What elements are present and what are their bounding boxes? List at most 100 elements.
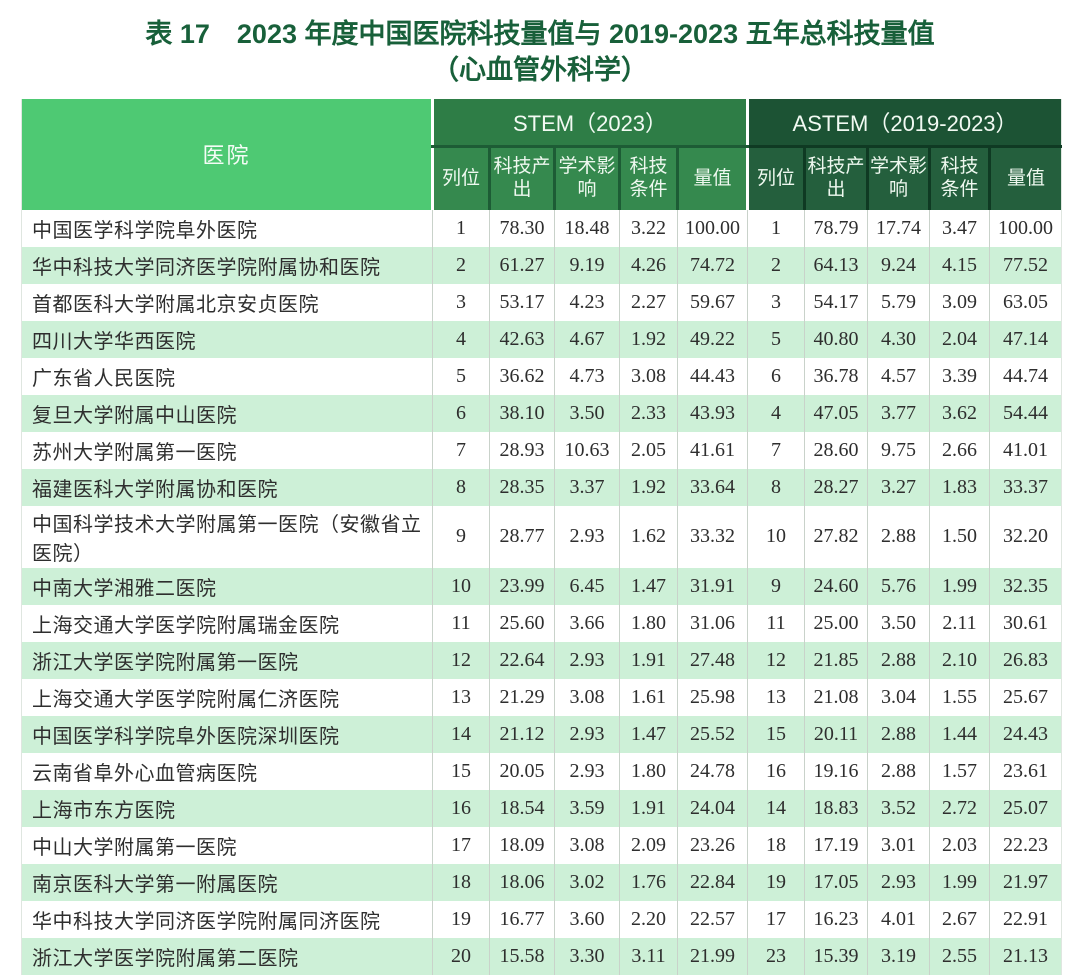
value-cell: 15 <box>747 715 805 753</box>
value-cell: 2 <box>432 246 490 284</box>
value-cell: 25.60 <box>489 604 555 642</box>
value-cell: 1.83 <box>929 468 990 506</box>
value-cell: 25.07 <box>989 789 1062 827</box>
value-cell: 19.16 <box>804 752 868 790</box>
value-cell: 18.48 <box>554 209 620 247</box>
value-cell: 2.88 <box>867 715 930 753</box>
value-cell: 3.04 <box>867 678 930 716</box>
value-cell: 1.57 <box>929 752 990 790</box>
value-cell: 18.06 <box>489 863 555 901</box>
value-cell: 38.10 <box>489 394 555 432</box>
value-cell: 17.19 <box>804 826 868 864</box>
value-cell: 33.37 <box>989 468 1062 506</box>
value-cell: 23.26 <box>676 826 748 864</box>
value-cell: 24.60 <box>804 567 868 605</box>
value-cell: 28.60 <box>804 431 868 469</box>
value-cell: 3 <box>747 283 805 321</box>
value-cell: 3.77 <box>867 394 930 432</box>
value-cell: 3.19 <box>867 937 930 975</box>
value-cell: 100.00 <box>676 209 748 247</box>
hospital-name-cell: 中山大学附属第一医院 <box>32 836 237 859</box>
value-cell: 19 <box>432 900 490 938</box>
value-cell: 24.43 <box>989 715 1062 753</box>
hospital-name-cell: 华中科技大学同济医学院附属协和医院 <box>32 256 381 279</box>
value-cell: 2.27 <box>619 283 678 321</box>
value-cell: 4.67 <box>554 320 620 358</box>
value-cell: 1.91 <box>619 641 678 679</box>
value-cell: 4.73 <box>554 357 620 395</box>
hospital-name-cell: 浙江大学医学院附属第一医院 <box>32 651 299 674</box>
value-cell: 27.82 <box>804 505 868 568</box>
value-cell: 13 <box>747 678 805 716</box>
value-cell: 1.92 <box>619 320 678 358</box>
value-cell: 9 <box>432 505 490 568</box>
value-cell: 3.27 <box>867 468 930 506</box>
value-cell: 1.99 <box>929 567 990 605</box>
value-cell: 3.66 <box>554 604 620 642</box>
value-cell: 2.11 <box>929 604 990 642</box>
value-cell: 8 <box>747 468 805 506</box>
value-cell: 6 <box>432 394 490 432</box>
value-cell: 2.67 <box>929 900 990 938</box>
stem-influence-header: 学术影响 <box>553 146 620 210</box>
value-cell: 20.05 <box>489 752 555 790</box>
value-cell: 13 <box>432 678 490 716</box>
stem-condition-header: 科技条件 <box>618 146 678 210</box>
value-cell: 4 <box>747 394 805 432</box>
value-cell: 41.01 <box>989 431 1062 469</box>
value-cell: 5 <box>432 357 490 395</box>
value-cell: 2.93 <box>867 863 930 901</box>
value-cell: 21.97 <box>989 863 1062 901</box>
value-cell: 14 <box>432 715 490 753</box>
value-cell: 17 <box>432 826 490 864</box>
value-cell: 25.67 <box>989 678 1062 716</box>
value-cell: 1.61 <box>619 678 678 716</box>
value-cell: 1 <box>432 209 490 247</box>
value-cell: 3.47 <box>929 209 990 247</box>
table-row: 华中科技大学同济医学院附属同济医院 19 16.77 3.60 2.20 22.57 17 1… <box>21 900 1062 938</box>
value-cell: 74.72 <box>676 246 748 284</box>
value-cell: 1.47 <box>619 715 678 753</box>
value-cell: 9 <box>747 567 805 605</box>
value-cell: 54.44 <box>989 394 1062 432</box>
value-cell: 16.23 <box>804 900 868 938</box>
value-cell: 22.23 <box>989 826 1062 864</box>
value-cell: 63.05 <box>989 283 1062 321</box>
hospital-name-cell: 上海交通大学医学院附属仁济医院 <box>32 688 340 711</box>
value-cell: 7 <box>432 431 490 469</box>
stem-section-header: STEM（2023） <box>430 98 748 148</box>
table-row: 上海交通大学医学院附属瑞金医院 11 25.60 3.66 1.80 31.06 11 25.… <box>21 604 1062 642</box>
value-cell: 1.44 <box>929 715 990 753</box>
hospital-name-cell: 上海市东方医院 <box>32 799 176 822</box>
value-cell: 31.91 <box>676 567 748 605</box>
value-cell: 1.55 <box>929 678 990 716</box>
value-cell: 2.93 <box>554 752 620 790</box>
table-row: 中国医学科学院阜外医院深圳医院 14 21.12 2.93 1.47 25.52 15 20.… <box>21 715 1062 753</box>
value-cell: 3.01 <box>867 826 930 864</box>
value-cell: 21.85 <box>804 641 868 679</box>
stem-value-header: 量值 <box>675 146 748 210</box>
value-cell: 61.27 <box>489 246 555 284</box>
value-cell: 100.00 <box>989 209 1062 247</box>
value-cell: 1.99 <box>929 863 990 901</box>
hospital-name-cell: 中南大学湘雅二医院 <box>32 577 217 600</box>
hospital-name-cell: 苏州大学附属第一医院 <box>32 441 237 464</box>
value-cell: 33.64 <box>676 468 748 506</box>
value-cell: 8 <box>432 468 490 506</box>
value-cell: 54.17 <box>804 283 868 321</box>
value-cell: 32.20 <box>989 505 1062 568</box>
value-cell: 22.84 <box>676 863 748 901</box>
table-title: 表 17 2023 年度中国医院科技量值与 2019-2023 五年总科技量值 … <box>0 0 1080 89</box>
value-cell: 17.05 <box>804 863 868 901</box>
table-row: 广东省人民医院 5 36.62 4.73 3.08 44.43 6 36.78 4.57 3.39… <box>21 357 1062 395</box>
value-cell: 2.09 <box>619 826 678 864</box>
value-cell: 25.98 <box>676 678 748 716</box>
table-row: 南京医科大学第一附属医院 18 18.06 3.02 1.76 22.84 19 17.05 2… <box>21 863 1062 901</box>
value-cell: 1 <box>747 209 805 247</box>
value-cell: 3.60 <box>554 900 620 938</box>
table-title-line2: （心血管外科学） <box>432 55 648 86</box>
value-cell: 59.67 <box>676 283 748 321</box>
value-cell: 22.57 <box>676 900 748 938</box>
value-cell: 3.08 <box>554 678 620 716</box>
value-cell: 44.74 <box>989 357 1062 395</box>
